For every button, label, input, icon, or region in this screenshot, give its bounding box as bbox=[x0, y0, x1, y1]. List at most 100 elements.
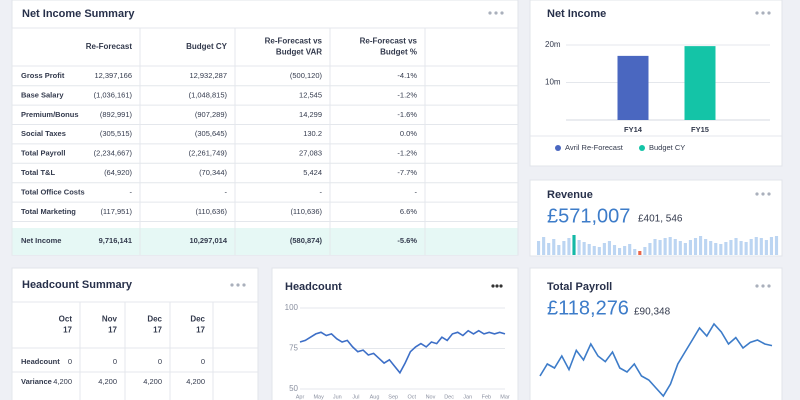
menu-icon[interactable] bbox=[755, 284, 771, 288]
panel-title: Net Income bbox=[547, 8, 606, 20]
bar bbox=[729, 240, 733, 255]
x-tick-label: Jan bbox=[463, 394, 472, 400]
bar bbox=[597, 247, 601, 255]
column-header: 17 bbox=[63, 326, 72, 335]
menu-icon[interactable] bbox=[230, 283, 246, 287]
cell: -7.7% bbox=[397, 168, 417, 177]
cell: 4,200 bbox=[186, 377, 205, 386]
x-tick-label: Mar bbox=[500, 394, 510, 400]
cell: (907,289) bbox=[195, 110, 228, 119]
x-tick-label: Feb bbox=[482, 394, 491, 400]
cell: -1.2% bbox=[397, 90, 417, 99]
bar bbox=[719, 244, 723, 255]
column-header: 17 bbox=[196, 326, 205, 335]
column-header: Budget VAR bbox=[276, 48, 322, 57]
bar bbox=[764, 240, 768, 255]
bar bbox=[693, 238, 698, 255]
bar bbox=[704, 239, 708, 255]
bar bbox=[557, 245, 561, 255]
cell: 0 bbox=[113, 357, 117, 366]
bar bbox=[542, 237, 546, 255]
column-header: Budget CY bbox=[186, 42, 228, 51]
bar bbox=[683, 243, 687, 255]
x-tick-label: Aug bbox=[370, 394, 380, 400]
cell: (2,261,749) bbox=[189, 149, 228, 158]
legend-label: Avril Re-Forecast bbox=[565, 143, 624, 152]
bar bbox=[709, 241, 713, 255]
bar bbox=[749, 239, 753, 255]
cell: 130.2 bbox=[303, 129, 322, 138]
cell: (580,874) bbox=[290, 236, 323, 245]
big-value: £571,007 bbox=[547, 205, 630, 227]
bar bbox=[577, 240, 581, 255]
row-label: Net Income bbox=[21, 236, 61, 245]
bar bbox=[744, 242, 748, 255]
bar bbox=[633, 249, 637, 255]
cell: 6.6% bbox=[400, 207, 417, 216]
cell: -1.2% bbox=[397, 149, 417, 158]
bar bbox=[678, 241, 682, 255]
x-tick-label: Jul bbox=[352, 394, 359, 400]
big-value: £118,276 bbox=[547, 297, 629, 319]
bar bbox=[572, 235, 576, 255]
y-tick-label: 50 bbox=[289, 384, 298, 393]
line bbox=[539, 322, 773, 398]
panel-title: Headcount Summary bbox=[22, 279, 133, 291]
bar bbox=[688, 240, 693, 255]
row-label: Total T&L bbox=[21, 168, 55, 177]
x-tick-label: FY14 bbox=[624, 125, 643, 134]
panel-title: Net Income Summary bbox=[22, 8, 135, 20]
bar bbox=[754, 237, 758, 255]
cell: - bbox=[320, 187, 323, 196]
cell: - bbox=[225, 187, 228, 196]
legend-swatch bbox=[555, 145, 561, 151]
cell: 4,200 bbox=[98, 377, 117, 386]
legend-label: Budget CY bbox=[649, 143, 685, 152]
column-header: Re-Forecast vs bbox=[265, 37, 323, 46]
bar bbox=[774, 236, 779, 255]
cell: 9,716,141 bbox=[99, 236, 132, 245]
x-tick-label: Nov bbox=[426, 394, 436, 400]
bar bbox=[602, 243, 606, 255]
panel bbox=[529, 267, 783, 400]
cell: 27,083 bbox=[299, 149, 322, 158]
cell: 0.0% bbox=[400, 129, 417, 138]
bar bbox=[699, 236, 703, 255]
row-label: Social Taxes bbox=[21, 129, 66, 138]
bar bbox=[759, 238, 763, 255]
column-header: 17 bbox=[108, 326, 117, 335]
y-tick-label: 10m bbox=[545, 78, 561, 87]
row-label: Total Marketing bbox=[21, 207, 76, 216]
x-tick-label: May bbox=[313, 394, 324, 400]
cell: 4,200 bbox=[53, 377, 72, 386]
column-header: Dec bbox=[190, 315, 205, 324]
menu-icon[interactable] bbox=[491, 284, 503, 288]
row-label: Variance bbox=[21, 377, 52, 386]
legend-swatch bbox=[639, 145, 645, 151]
bar bbox=[769, 237, 774, 255]
bar bbox=[739, 241, 743, 255]
cell: (1,036,161) bbox=[94, 90, 133, 99]
bar bbox=[612, 245, 617, 255]
column-header: Re-Forecast bbox=[86, 42, 133, 51]
bar bbox=[547, 243, 551, 255]
cell: 0 bbox=[158, 357, 162, 366]
bar bbox=[684, 46, 716, 120]
menu-icon[interactable] bbox=[488, 11, 504, 15]
menu-icon[interactable] bbox=[755, 11, 771, 15]
cell: 12,545 bbox=[299, 90, 322, 99]
bar bbox=[623, 246, 627, 255]
cell: 0 bbox=[68, 357, 72, 366]
cell: (110,636) bbox=[290, 207, 322, 216]
panel-title: Headcount bbox=[285, 281, 342, 293]
bar bbox=[638, 251, 642, 255]
menu-icon[interactable] bbox=[755, 192, 771, 196]
cell: (64,920) bbox=[104, 168, 132, 177]
cell: (1,048,815) bbox=[189, 90, 228, 99]
row-label: Base Salary bbox=[21, 90, 64, 99]
column-header: Dec bbox=[147, 315, 162, 324]
cell: 0 bbox=[201, 357, 205, 366]
x-tick-label: Apr bbox=[296, 394, 305, 400]
x-tick-label: Jun bbox=[333, 394, 342, 400]
